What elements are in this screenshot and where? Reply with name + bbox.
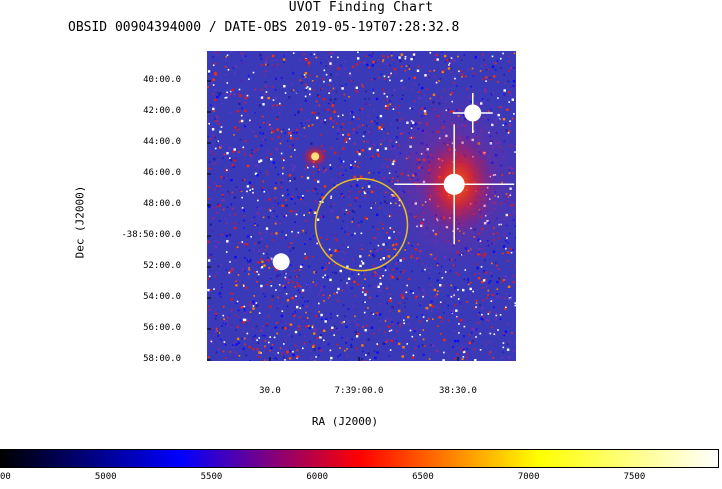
colorbar-tick-label: 6500 bbox=[412, 472, 434, 482]
bright-star bbox=[464, 104, 482, 122]
x-tick-label: 30.0 bbox=[259, 386, 281, 396]
bright-star bbox=[272, 253, 290, 271]
y-tick-label: -38:50:00.0 bbox=[121, 230, 181, 240]
y-tick-label: 58:00.0 bbox=[143, 354, 181, 364]
chart-subtitle: OBSID 00904394000 / DATE-OBS 2019-05-19T… bbox=[68, 20, 460, 35]
colorbar-tick-label: 7500 bbox=[623, 472, 646, 482]
y-axis-label: Dec (J2000) bbox=[73, 185, 87, 259]
sky-image bbox=[207, 51, 516, 361]
y-tick-label: 56:00.0 bbox=[143, 323, 181, 333]
bright-star bbox=[443, 173, 465, 195]
y-tick-label: 52:00.0 bbox=[143, 261, 181, 271]
y-tick-label: 44:00.0 bbox=[143, 137, 181, 147]
y-tick-label: 46:00.0 bbox=[143, 168, 181, 178]
sky-features bbox=[272, 86, 516, 277]
plot-axes bbox=[207, 80, 459, 361]
chart-title: UVOT Finding Chart bbox=[288, 0, 434, 15]
colorbar-tick-label: 7000 bbox=[517, 472, 540, 482]
x-tick-label: 7:39:00.0 bbox=[334, 386, 384, 396]
y-tick-label: 42:00.0 bbox=[143, 106, 181, 116]
colorbar bbox=[0, 449, 719, 468]
colorbar-tick-label: 4500 bbox=[0, 472, 11, 482]
x-axis-label: RA (J2000) bbox=[311, 415, 379, 428]
colorbar-tick-label: 5000 bbox=[94, 472, 117, 482]
y-tick-label: 54:00.0 bbox=[143, 292, 181, 302]
x-tick-label: 38:30.0 bbox=[439, 386, 477, 396]
source-region-circle bbox=[314, 177, 409, 272]
colorbar-tick-label: 6000 bbox=[306, 472, 329, 482]
y-tick-label: 48:00.0 bbox=[143, 199, 181, 209]
colorbar-tick-label: 5500 bbox=[200, 472, 223, 482]
bright-star bbox=[311, 152, 320, 161]
sky-noise bbox=[207, 51, 516, 361]
y-tick-label: 40:00.0 bbox=[143, 75, 181, 85]
